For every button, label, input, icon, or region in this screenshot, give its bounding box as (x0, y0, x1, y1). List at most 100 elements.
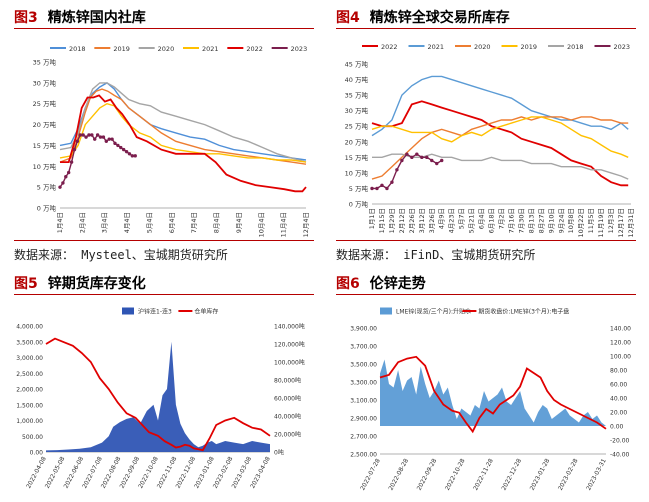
figure-5-number: 图5 (14, 276, 38, 292)
fig3-x-tick: 1月4日 (56, 212, 64, 233)
fig3-y-tick: 35 万吨 (33, 58, 57, 67)
fig6-left-tick: 3,300.00 (350, 380, 377, 387)
fig4-x-tick: 5月7日 (458, 208, 466, 229)
fig3-y-tick: 15 万吨 (33, 141, 57, 150)
fig3-point-2023 (64, 175, 68, 179)
fig5-left-tick: 2,000.00 (16, 387, 43, 394)
fig4-point-2023 (440, 158, 444, 163)
fig3-point-2023 (124, 149, 129, 154)
fig3-x-tick: 6月4日 (168, 212, 176, 233)
fig3-y-tick: 20 万吨 (33, 120, 57, 129)
fig6-right-tick: -20.00 (610, 438, 630, 445)
fig6-x-tick: 2022-08-28 (387, 457, 410, 491)
fig4-x-tick: 10月8日 (567, 208, 575, 233)
fig3-point-2023 (119, 145, 123, 150)
fig5-series-area-0 (46, 341, 270, 452)
figure-4-bottom-rule (336, 240, 636, 241)
fig6-right-tick: 60.00 (610, 382, 627, 389)
fig3-point-2023 (116, 143, 120, 148)
fig4-x-tick: 7月30日 (517, 208, 525, 233)
fig4-series-2022 (371, 100, 629, 187)
fig6-x-tick: 2022-07-28 (359, 457, 382, 491)
fig4-legend-label-2022: 2022 (381, 43, 398, 51)
fig3-point-2023 (72, 147, 77, 152)
fig4-x-tick: 7月16日 (507, 208, 515, 233)
fig3-series-2020 (59, 82, 307, 163)
fig5-right-tick: 0吨 (274, 449, 284, 457)
fig4-x-tick: 3月12日 (418, 208, 426, 233)
fig4-x-tick: 7月2日 (498, 208, 506, 229)
fig6-left-tick: 2,900.00 (350, 416, 377, 423)
fig5-right-tick: 20,000吨 (274, 431, 301, 439)
fig3-y-tick: 25 万吨 (33, 99, 57, 108)
fig6-left-tick: 2,500.00 (350, 452, 377, 459)
fig4-point-2023 (430, 158, 434, 163)
fig3-point-2023 (69, 160, 74, 164)
figure-4-rule (336, 28, 636, 29)
fig6-right-tick: 20.00 (610, 410, 627, 417)
fig5-right-tick: 60,000吨 (274, 395, 301, 403)
fig3-legend-label-2022: 2022 (246, 45, 263, 53)
fig3-point-2023 (104, 139, 109, 143)
fig4-legend-label-2018: 2018 (567, 43, 584, 51)
figure-3-bottom-rule (14, 240, 314, 241)
figure-6-title: 伦锌走势 (369, 276, 426, 292)
figure-3-source: 数据来源： Mysteel、宝城期货研究所 (14, 248, 228, 262)
fig4-x-tick: 5月21日 (468, 208, 476, 233)
figure-5-panel: 图5 锌期货库存变化 沪锌连1-连3 仓单库存 0.00 500.00 1,000.00… (14, 272, 314, 500)
fig6-left-tick: 3,500.00 (350, 362, 377, 369)
fig6-right-tick: 120.00 (610, 340, 631, 347)
fig6-legend-swatch-0 (380, 307, 392, 315)
fig3-point-2023 (107, 137, 111, 141)
fig4-point-2023 (380, 183, 384, 188)
fig3-point-2023 (130, 154, 135, 158)
fig3-y-tick: 30 万吨 (33, 78, 57, 87)
fig4-point-2023 (420, 155, 424, 160)
fig3-point-2023 (127, 152, 132, 156)
fig4-y-tick: 5 万吨 (349, 184, 369, 193)
fig3-point-2023 (98, 135, 103, 139)
fig4-series-2018 (372, 153, 629, 180)
fig4-y-tick: 45 万吨 (345, 60, 369, 69)
fig4-x-tick: 2月12日 (398, 208, 406, 233)
figure-5-chart: 沪锌连1-连3 仓单库存 0.00 500.00 1,000.00 1,500.00 2,0… (16, 307, 305, 490)
fig6-right-tick: 140.00 (610, 326, 631, 333)
fig6-x-tick: 2022-12-28 (500, 457, 523, 491)
fig6-right-tick: 80.00 (610, 368, 627, 375)
fig6-x-tick: 2022-09-28 (416, 457, 439, 491)
figure-4-number: 图4 (336, 10, 360, 26)
fig4-legend-label-2020: 2020 (474, 43, 491, 51)
fig4-x-tick: 12月31日 (627, 208, 635, 237)
fig5-left-tick: 3,500.00 (16, 339, 43, 346)
fig3-point-2023 (113, 141, 117, 146)
fig4-legend-label-2023: 2023 (614, 43, 631, 51)
fig3-point-2023 (81, 133, 85, 137)
fig4-point-2023 (425, 155, 429, 160)
fig4-legend-label-2019: 2019 (521, 43, 538, 51)
fig6-right-tick: 40.00 (610, 396, 627, 403)
fig5-left-tick: 500.00 (22, 434, 43, 441)
fig3-point-2023 (87, 133, 91, 137)
fig3-x-tick: 11月4日 (280, 212, 288, 237)
fig4-x-tick: 6月18日 (488, 208, 496, 233)
fig6-left-tick: 2,700.00 (350, 434, 377, 441)
figure-6-panel: 图6 伦锌走势 LME锌(现货/三个月):升贴水 期货收盘价:LME锌(3个月):… (336, 272, 636, 500)
fig5-right-tick: 120,000吨 (274, 341, 305, 349)
fig4-y-tick: 30 万吨 (345, 106, 369, 115)
fig3-legend-label-2023: 2023 (291, 45, 308, 53)
fig4-x-tick: 8月13日 (527, 208, 535, 233)
fig3-point-2023 (75, 139, 80, 143)
fig3-x-tick: 9月4日 (235, 212, 243, 233)
fig5-right-tick: 40,000吨 (274, 413, 301, 421)
fig4-x-tick: 4月9日 (438, 208, 446, 229)
fig4-x-tick: 11月19日 (597, 208, 605, 237)
fig4-x-tick: 6月4日 (478, 208, 486, 229)
figure-3-rule (14, 28, 314, 29)
figure-4-header: 图4 精炼锌全球交易所库存 (336, 6, 510, 28)
fig5-right-tick: 140,000吨 (274, 323, 305, 331)
figure-6-chart: LME锌(现货/三个月):升贴水 期货收盘价:LME锌(3个月):电子盘 2,500… (350, 307, 631, 492)
fig3-point-2023 (110, 137, 114, 141)
fig4-point-2023 (375, 186, 379, 191)
fig3-series-2019 (59, 88, 307, 165)
fig6-legend-label-0: LME锌(现货/三个月):升贴水 (396, 308, 471, 316)
